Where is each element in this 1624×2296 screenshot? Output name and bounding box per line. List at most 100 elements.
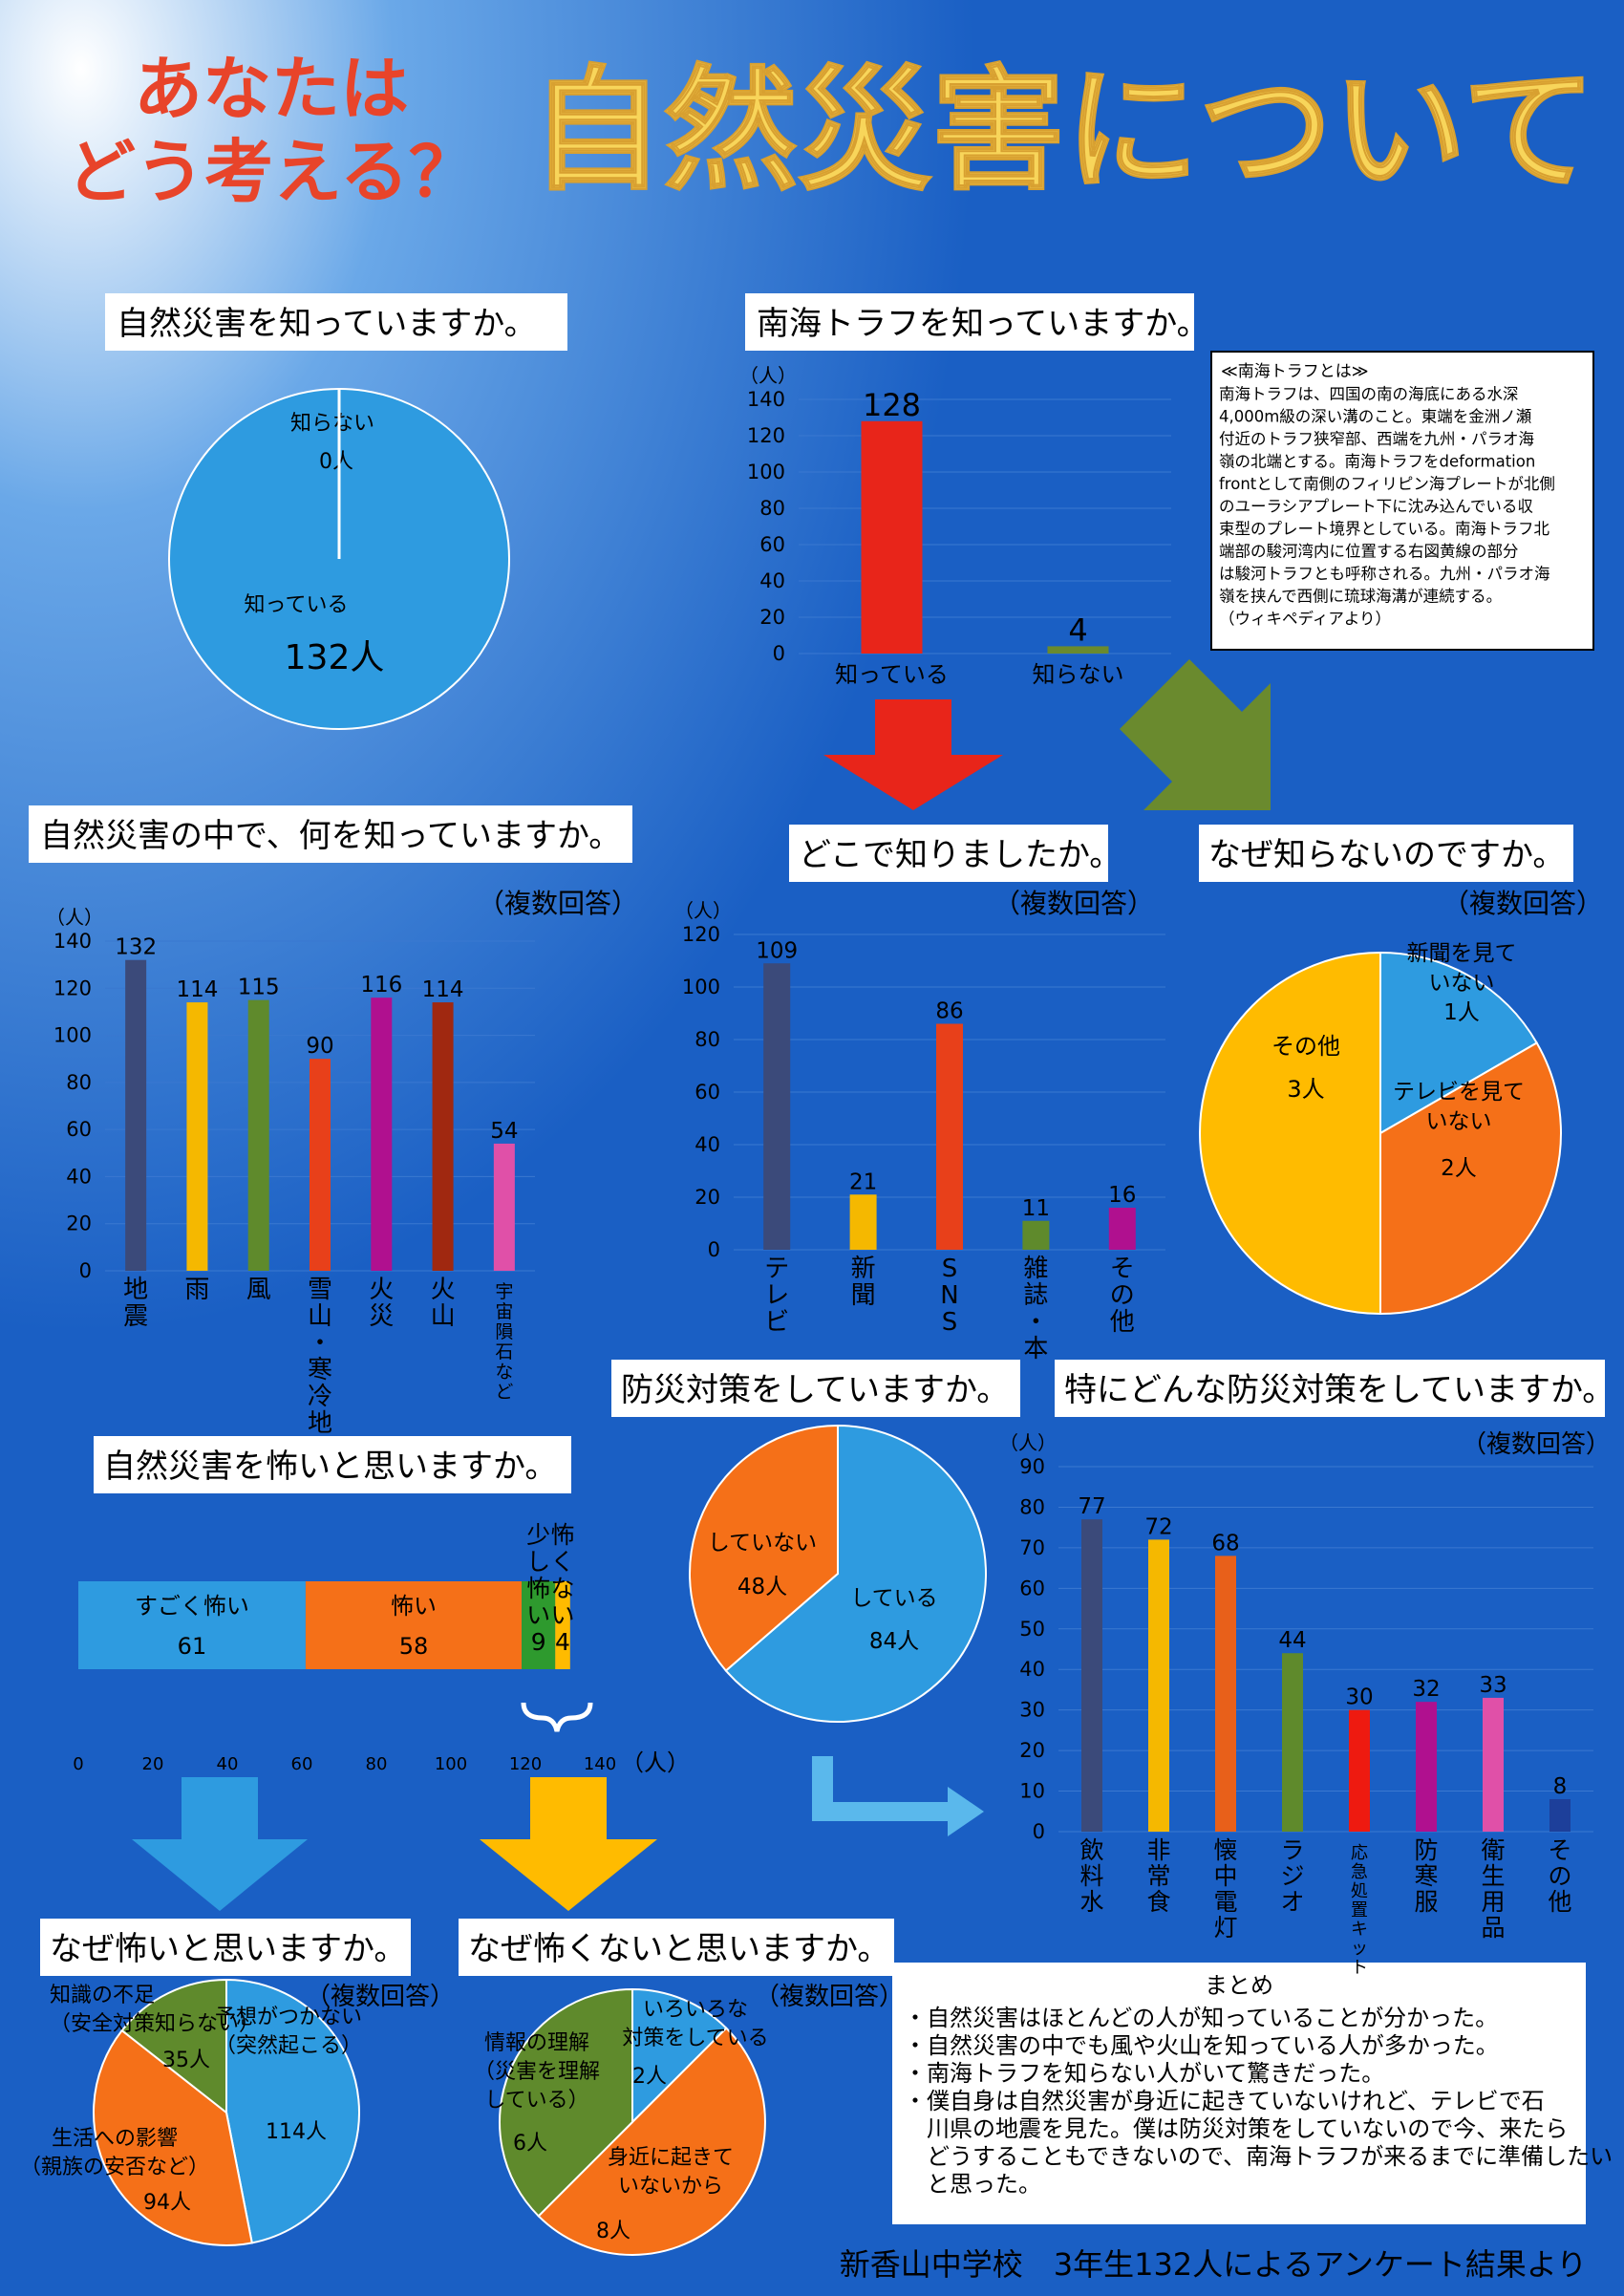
q7-box bbox=[1055, 1360, 1605, 1417]
q3-box bbox=[29, 805, 632, 863]
segment-value: 61 bbox=[178, 1633, 207, 1660]
category-label-char: 地 bbox=[123, 1276, 148, 1304]
bar bbox=[1549, 1799, 1571, 1832]
q2-box bbox=[745, 293, 1194, 351]
pie-label: 対策をしている bbox=[622, 2027, 768, 2050]
pie-label: している bbox=[850, 1586, 937, 1611]
y-axis-unit: （人） bbox=[46, 906, 103, 929]
pie-label: いないから bbox=[618, 2175, 723, 2199]
category-label-char: 常 bbox=[1146, 1862, 1170, 1890]
pie-label: していない bbox=[708, 1531, 817, 1556]
pie-label: （親族の安否など） bbox=[20, 2156, 209, 2179]
bar-value-label: 128 bbox=[863, 387, 921, 423]
pie-label: している） bbox=[484, 2089, 588, 2113]
q10-title: なぜ怖くないと思いますか。 bbox=[468, 1930, 889, 1968]
bar bbox=[247, 999, 269, 1271]
bar bbox=[432, 1002, 454, 1271]
segment-label-char: 怖 bbox=[550, 1521, 574, 1549]
pie-label: 8人 bbox=[596, 2220, 630, 2243]
category-label-char: 衛 bbox=[1481, 1836, 1505, 1864]
q9-multi-note: （複数回答） bbox=[306, 1983, 455, 2011]
bar bbox=[186, 1002, 208, 1271]
bar-value-label: 86 bbox=[935, 999, 963, 1024]
why_afraid-pie: 予想がつかない （突然起こる） 114人 生活への影響 （親族の安否など） 94人 知識の不… bbox=[20, 1978, 362, 2246]
pie-slice bbox=[499, 1987, 633, 2218]
q10-box bbox=[459, 1919, 894, 1976]
q6-box bbox=[611, 1360, 1020, 1417]
category-label-char: 雨 bbox=[184, 1276, 209, 1304]
prevention-pie: している 84人 していない 48人 bbox=[689, 1424, 987, 1723]
pie-label: その他 bbox=[1271, 1033, 1340, 1060]
y-tick-label: 10 bbox=[1019, 1780, 1045, 1803]
y-tick-label: 60 bbox=[759, 533, 785, 556]
segment-label-char: な bbox=[550, 1575, 574, 1602]
bar-value-label: 21 bbox=[849, 1169, 877, 1194]
y-tick-label: 20 bbox=[694, 1186, 720, 1209]
pie-label: 1人 bbox=[1443, 1000, 1480, 1025]
segment-label-char: し bbox=[526, 1548, 550, 1576]
category-label-char: ラ bbox=[1280, 1836, 1304, 1864]
category-label-char: 品 bbox=[1481, 1914, 1505, 1942]
summary-line: と思った。 bbox=[904, 2171, 1041, 2198]
y-tick-label: 30 bbox=[1019, 1699, 1045, 1722]
nankai-note-line: 束型のプレート境界としている。南海トラフ北 bbox=[1219, 520, 1550, 538]
category-label-char: 他 bbox=[1548, 1888, 1571, 1916]
category-label-char: 震 bbox=[123, 1302, 148, 1331]
category-label-char: の bbox=[1548, 1862, 1571, 1890]
category-label: 知らない bbox=[1033, 661, 1124, 688]
bar-value-label: 90 bbox=[306, 1034, 333, 1059]
bar-value-label: 116 bbox=[360, 973, 402, 998]
segment-value: 4 bbox=[555, 1628, 570, 1656]
nankai-note: ≪南海トラフとは≫ 南海トラフは、四国の南の海底にある水深 4,000m級の深い溝の… bbox=[1219, 362, 1555, 628]
red-arrow-down bbox=[823, 699, 1003, 810]
nankai-note-line: frontとして南側のフィリピン海プレートが北側 bbox=[1219, 475, 1555, 493]
pie-label: （安全対策知らない） bbox=[50, 2012, 260, 2036]
category-label-char: 中 bbox=[1213, 1862, 1237, 1890]
q3-multi-note: （複数回答） bbox=[478, 888, 638, 919]
where_learned-chart: 0 20 40 60 80 100 120（人） 109 テレビ 21 新聞 86 SNS 11 雑誌・本 1… bbox=[674, 899, 1165, 1363]
summary-box bbox=[892, 1963, 1586, 2224]
category-label-char: 懐 bbox=[1213, 1836, 1237, 1864]
pie-slice bbox=[631, 1987, 728, 2125]
category-label-char: 雑 bbox=[1023, 1255, 1048, 1283]
category-label-char: の bbox=[1110, 1281, 1135, 1310]
pie-slice bbox=[537, 2027, 766, 2256]
bar bbox=[371, 998, 393, 1271]
category-label-char: 飲 bbox=[1079, 1836, 1103, 1864]
category-label-char: 隕 bbox=[495, 1321, 513, 1342]
pie-slice bbox=[120, 1978, 227, 2115]
pie-label: 0人 bbox=[319, 450, 353, 474]
q9-title: なぜ怖いと思いますか。 bbox=[50, 1930, 406, 1968]
nankai-note-line: のユーラシアプレート下に沈み込んでいる収 bbox=[1219, 498, 1533, 516]
y-tick-label: 40 bbox=[66, 1165, 92, 1188]
know_nankai-chart: 0 20 40 60 80 100 120 140（人） 128 知っている 4 知らない bbox=[739, 364, 1171, 688]
q5-multi-note: （複数回答） bbox=[1442, 888, 1603, 919]
y-tick-label: 140 bbox=[747, 388, 785, 411]
which_disaster-chart: 020406080100120140（人）132地震114雨115風90雪山・寒… bbox=[46, 906, 535, 1438]
q8-box bbox=[94, 1436, 571, 1493]
category-label-char: ジ bbox=[1280, 1862, 1304, 1890]
category-label-char: 雪 bbox=[308, 1276, 332, 1304]
segment-label: すごく怖い bbox=[135, 1593, 249, 1620]
category-label-char: 防 bbox=[1414, 1836, 1438, 1864]
y-tick-label: 40 bbox=[759, 569, 785, 592]
bar bbox=[1047, 646, 1109, 654]
q4-multi-note: （複数回答） bbox=[994, 888, 1154, 919]
q3-title: 自然災害の中で、何を知っていますか。 bbox=[40, 817, 621, 855]
charts-layer: 020406080100120140（人）128知っている4知らない020406… bbox=[20, 364, 1593, 2256]
category-label-char: 生 bbox=[1481, 1862, 1505, 1890]
bar-value-label: 77 bbox=[1078, 1494, 1105, 1519]
q9-box bbox=[40, 1919, 411, 1976]
pie-label: 予想がつかない bbox=[215, 2006, 362, 2029]
summary-line: ・南海トラフを知らない人がいて驚きだった。 bbox=[904, 2060, 1384, 2087]
y-tick-label: 80 bbox=[66, 1071, 92, 1094]
category-label-char: ビ bbox=[764, 1308, 789, 1337]
blue-elbow-arrow bbox=[812, 1756, 984, 1836]
category-label-char: 風 bbox=[246, 1276, 271, 1304]
nankai-note-line: 南海トラフは、四国の南の海底にある水深 bbox=[1219, 385, 1519, 403]
category-label-char: ト bbox=[1351, 1958, 1368, 1978]
bar bbox=[1148, 1539, 1169, 1832]
category-label-char: 災 bbox=[369, 1302, 394, 1331]
category-label-char: 火 bbox=[431, 1276, 456, 1304]
